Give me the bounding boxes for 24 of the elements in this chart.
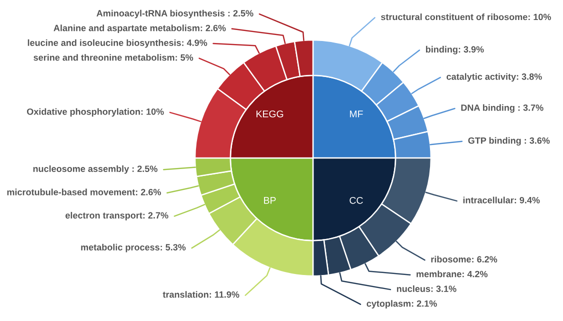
category-label: Oxidative phosphorylation: 10% <box>26 108 164 117</box>
category-label: microtubule-based movement: 2.6% <box>7 188 161 196</box>
category-label: binding: 3.9% <box>426 46 484 54</box>
category-label: structural constituent of ribosome: 10% <box>381 14 552 20</box>
category-label: cytoplasm: 2.1% <box>366 300 437 309</box>
category-label: catalytic activity: 3.8% <box>446 73 542 82</box>
category-label: leucine and isoleucine biosynthesis: 4.9% <box>28 39 208 48</box>
category-label: ribosome: 6.2% <box>431 256 498 262</box>
category-label: electron transport: 2.7% <box>66 212 168 220</box>
slice-label: KEGG <box>256 110 284 118</box>
category-label: nucleosome assembly : 2.5% <box>33 165 158 174</box>
category-label: Aminoacyl-tRNA biosynthesis : 2.5% <box>96 10 254 18</box>
category-label: membrane: 4.2% <box>416 270 488 278</box>
slice-label: CC <box>350 196 363 204</box>
slice-label: BP <box>264 197 276 204</box>
category-label: intracellular: 9.4% <box>463 196 540 204</box>
category-label: GTP binding : 3.6% <box>468 137 550 146</box>
category-label: DNA binding : 3.7% <box>461 104 544 113</box>
category-label: translation: 11.9% <box>162 291 240 298</box>
category-label: nucleus: 3.1% <box>396 285 456 292</box>
category-label: metabolic process: 5.3% <box>81 244 186 252</box>
slice-label: MF <box>350 110 363 118</box>
category-label: serine and threonine metabolism: 5% <box>34 54 194 61</box>
category-label: Alanine and aspartate metabolism: 2.6% <box>54 24 226 33</box>
